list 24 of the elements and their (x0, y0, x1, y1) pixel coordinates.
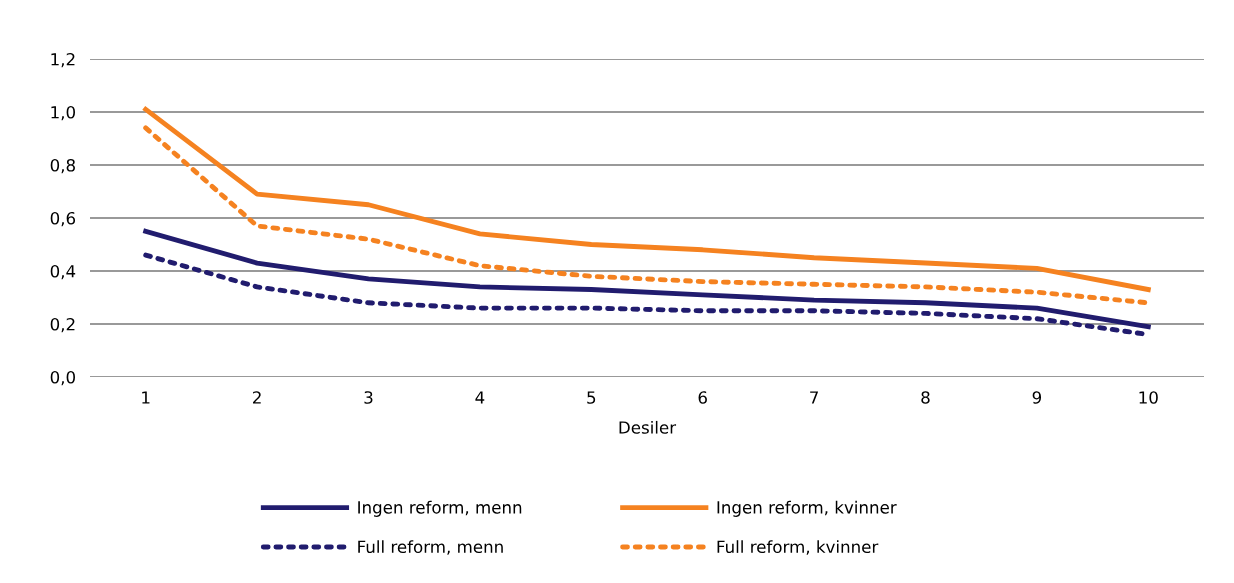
x-tick-label: 1 (142, 391, 150, 404)
y-tick-label: 0,0 (50, 370, 76, 386)
y-tick-label: 1,0 (51, 105, 76, 121)
x-tick-label: 7 (810, 391, 818, 404)
legend-label: Full reform, kvinner (717, 540, 879, 555)
x-tick-label: 3 (364, 391, 373, 404)
x-tick-label: 10 (1139, 391, 1158, 404)
y-tick-label: 1,2 (51, 52, 75, 68)
x-tick-label: 6 (698, 391, 707, 404)
y-tick-label: 0,6 (50, 211, 76, 227)
line-series (143, 106, 1151, 292)
y-tick-label: 0,4 (50, 264, 76, 280)
line-series (143, 228, 1151, 330)
y-tick-label: 0,8 (50, 158, 75, 174)
x-tick-label: 5 (587, 391, 596, 404)
x-axis-title: Desiler (619, 420, 677, 434)
legend-label: Full reform, menn (358, 540, 503, 555)
legend-label: Ingen reform, kvinner (717, 500, 897, 517)
y-tick-label: 0,2 (50, 317, 75, 333)
x-tick-label: 9 (1032, 391, 1042, 404)
x-tick-label: 8 (921, 391, 930, 404)
legend-label: Ingen reform, menn (358, 500, 522, 517)
x-tick-label: 2 (253, 391, 261, 404)
x-tick-label: 4 (475, 391, 485, 404)
